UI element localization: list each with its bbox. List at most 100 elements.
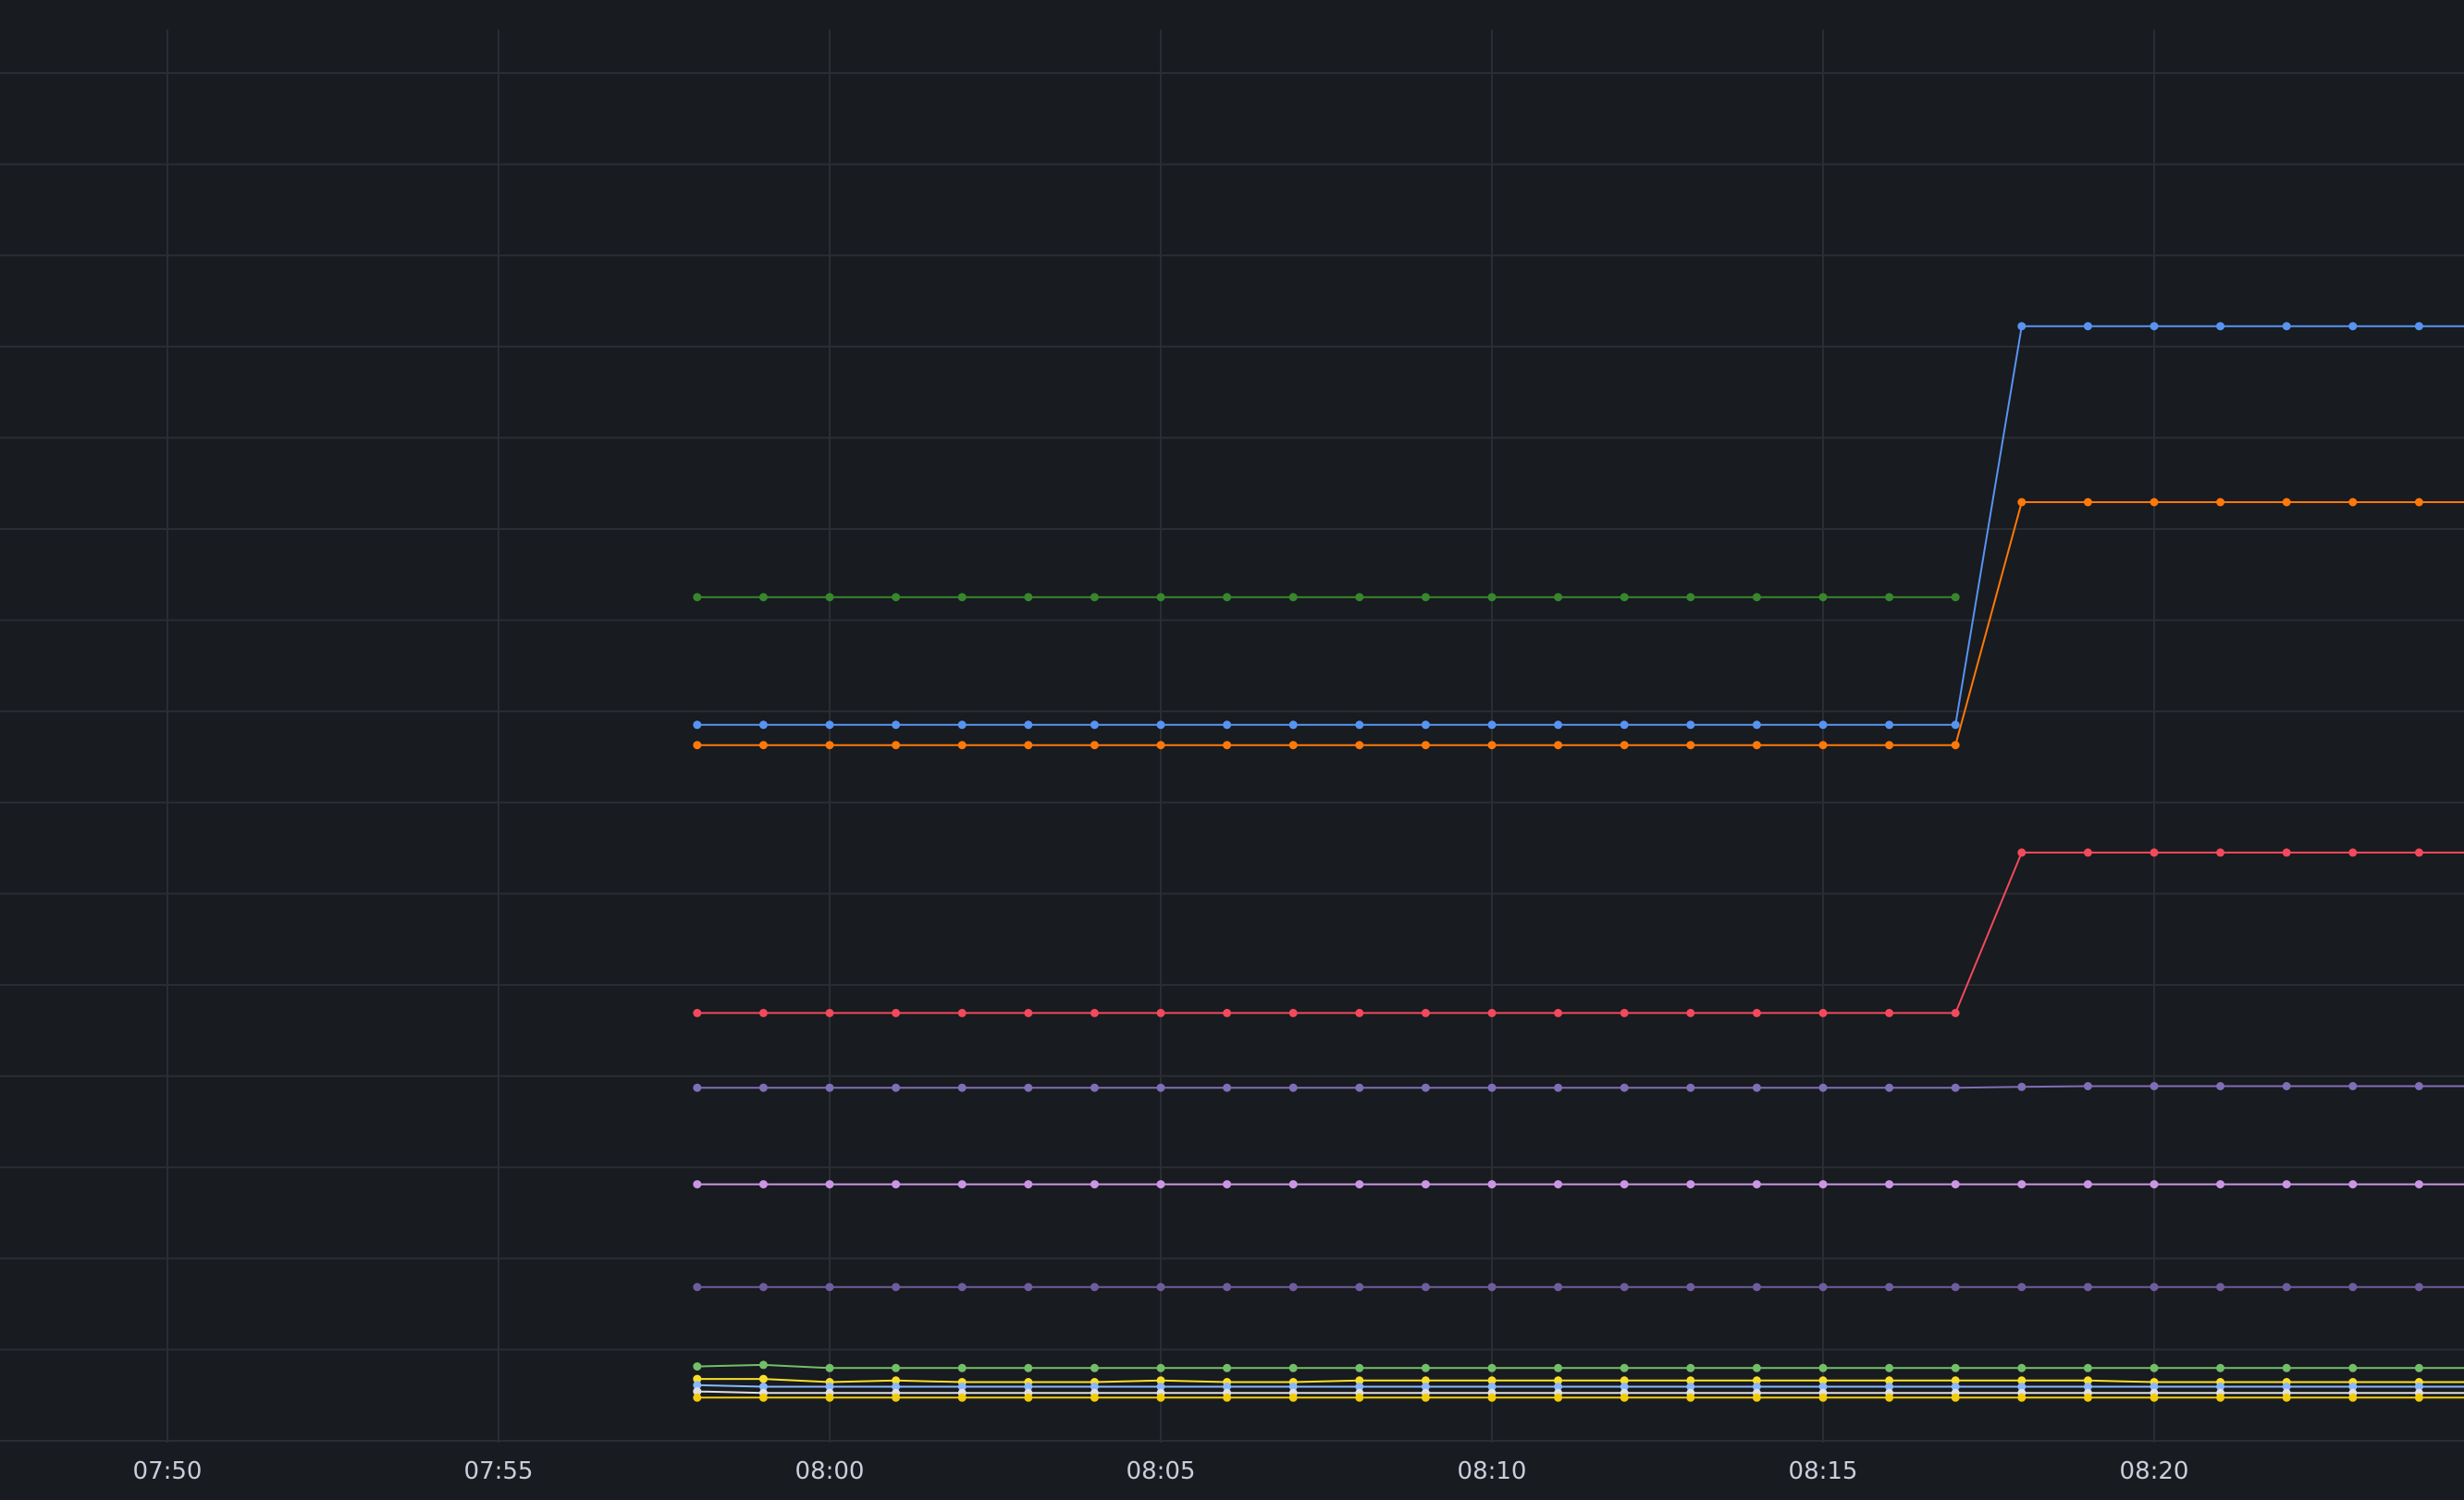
data-point[interactable]: [1156, 1083, 1165, 1092]
data-point[interactable]: [1818, 1083, 1828, 1092]
data-point[interactable]: [1288, 593, 1298, 602]
data-point[interactable]: [1554, 1363, 1563, 1372]
data-point[interactable]: [825, 1383, 834, 1391]
data-point[interactable]: [957, 1393, 967, 1402]
data-point[interactable]: [1487, 1383, 1497, 1391]
data-point[interactable]: [1554, 1376, 1563, 1385]
data-point[interactable]: [1752, 1283, 1761, 1292]
data-point[interactable]: [2017, 1180, 2027, 1189]
data-point[interactable]: [693, 1083, 702, 1092]
data-point[interactable]: [1090, 720, 1099, 730]
data-point[interactable]: [1355, 1363, 1364, 1372]
data-point[interactable]: [2017, 1383, 2027, 1391]
data-point[interactable]: [1090, 1393, 1099, 1402]
data-point[interactable]: [1686, 741, 1695, 750]
data-point[interactable]: [758, 1360, 768, 1370]
data-point[interactable]: [957, 741, 967, 750]
data-point[interactable]: [957, 1180, 967, 1189]
data-point[interactable]: [1686, 1363, 1695, 1372]
data-point[interactable]: [1885, 741, 1894, 750]
data-point[interactable]: [1487, 1376, 1497, 1385]
data-point[interactable]: [1818, 1383, 1828, 1391]
data-point[interactable]: [1355, 593, 1364, 602]
data-point[interactable]: [693, 1387, 702, 1396]
data-point[interactable]: [1421, 1376, 1430, 1385]
data-point[interactable]: [758, 1083, 768, 1092]
data-point[interactable]: [1554, 1083, 1563, 1092]
data-point[interactable]: [1818, 593, 1828, 602]
data-point[interactable]: [693, 720, 702, 730]
data-point[interactable]: [2216, 1393, 2225, 1402]
data-point[interactable]: [957, 1383, 967, 1391]
data-point[interactable]: [1885, 1283, 1894, 1292]
data-point[interactable]: [1951, 1008, 1960, 1017]
data-point[interactable]: [1686, 593, 1695, 602]
data-point[interactable]: [957, 1083, 967, 1092]
data-point[interactable]: [1223, 1083, 1232, 1092]
data-point[interactable]: [2083, 1393, 2092, 1402]
data-point[interactable]: [758, 593, 768, 602]
data-point[interactable]: [2414, 1082, 2423, 1090]
data-point[interactable]: [1818, 1393, 1828, 1402]
data-point[interactable]: [2083, 1383, 2092, 1391]
data-point[interactable]: [1024, 1283, 1033, 1292]
data-point[interactable]: [2150, 1283, 2159, 1292]
data-point[interactable]: [2150, 322, 2159, 331]
data-point[interactable]: [1288, 1383, 1298, 1391]
data-point[interactable]: [1024, 1383, 1033, 1391]
data-point[interactable]: [1421, 1383, 1430, 1391]
data-point[interactable]: [1554, 1180, 1563, 1189]
data-point[interactable]: [2348, 1082, 2358, 1090]
data-point[interactable]: [1090, 1383, 1099, 1391]
data-point[interactable]: [1554, 741, 1563, 750]
data-point[interactable]: [2282, 322, 2291, 331]
data-point[interactable]: [693, 1362, 702, 1371]
data-point[interactable]: [1223, 593, 1232, 602]
data-point[interactable]: [1024, 1363, 1033, 1372]
data-point[interactable]: [1686, 1376, 1695, 1385]
data-point[interactable]: [1223, 1363, 1232, 1372]
data-point[interactable]: [1024, 741, 1033, 750]
data-point[interactable]: [892, 1393, 901, 1402]
data-point[interactable]: [1421, 741, 1430, 750]
data-point[interactable]: [2083, 322, 2092, 331]
data-point[interactable]: [1024, 593, 1033, 602]
data-point[interactable]: [2150, 848, 2159, 857]
data-point[interactable]: [1818, 1180, 1828, 1189]
data-point[interactable]: [693, 1283, 702, 1292]
data-point[interactable]: [2414, 848, 2423, 857]
data-point[interactable]: [1752, 1008, 1761, 1017]
data-point[interactable]: [957, 593, 967, 602]
data-point[interactable]: [2282, 1180, 2291, 1189]
data-point[interactable]: [825, 1363, 834, 1372]
data-point[interactable]: [1818, 1376, 1828, 1385]
data-point[interactable]: [1421, 1283, 1430, 1292]
data-point[interactable]: [1951, 1083, 1960, 1092]
data-point[interactable]: [1487, 593, 1497, 602]
data-point[interactable]: [2282, 1393, 2291, 1402]
data-point[interactable]: [758, 1374, 768, 1383]
data-point[interactable]: [1355, 1383, 1364, 1391]
data-point[interactable]: [1156, 1008, 1165, 1017]
data-point[interactable]: [1223, 1180, 1232, 1189]
data-point[interactable]: [1885, 1376, 1894, 1385]
data-point[interactable]: [1355, 1283, 1364, 1292]
data-point[interactable]: [2017, 498, 2027, 507]
data-point[interactable]: [1156, 1180, 1165, 1189]
data-point[interactable]: [1686, 1383, 1695, 1391]
data-point[interactable]: [1951, 741, 1960, 750]
data-point[interactable]: [1024, 1008, 1033, 1017]
data-point[interactable]: [2348, 322, 2358, 331]
data-point[interactable]: [1620, 741, 1629, 750]
data-point[interactable]: [1355, 1376, 1364, 1385]
data-point[interactable]: [2414, 1180, 2423, 1189]
data-point[interactable]: [693, 1393, 702, 1402]
data-point[interactable]: [1421, 720, 1430, 730]
data-point[interactable]: [758, 1383, 768, 1391]
data-point[interactable]: [2282, 1383, 2291, 1391]
data-point[interactable]: [1487, 1083, 1497, 1092]
data-point[interactable]: [1156, 1363, 1165, 1372]
data-point[interactable]: [957, 1363, 967, 1372]
data-point[interactable]: [892, 720, 901, 730]
data-point[interactable]: [957, 1008, 967, 1017]
